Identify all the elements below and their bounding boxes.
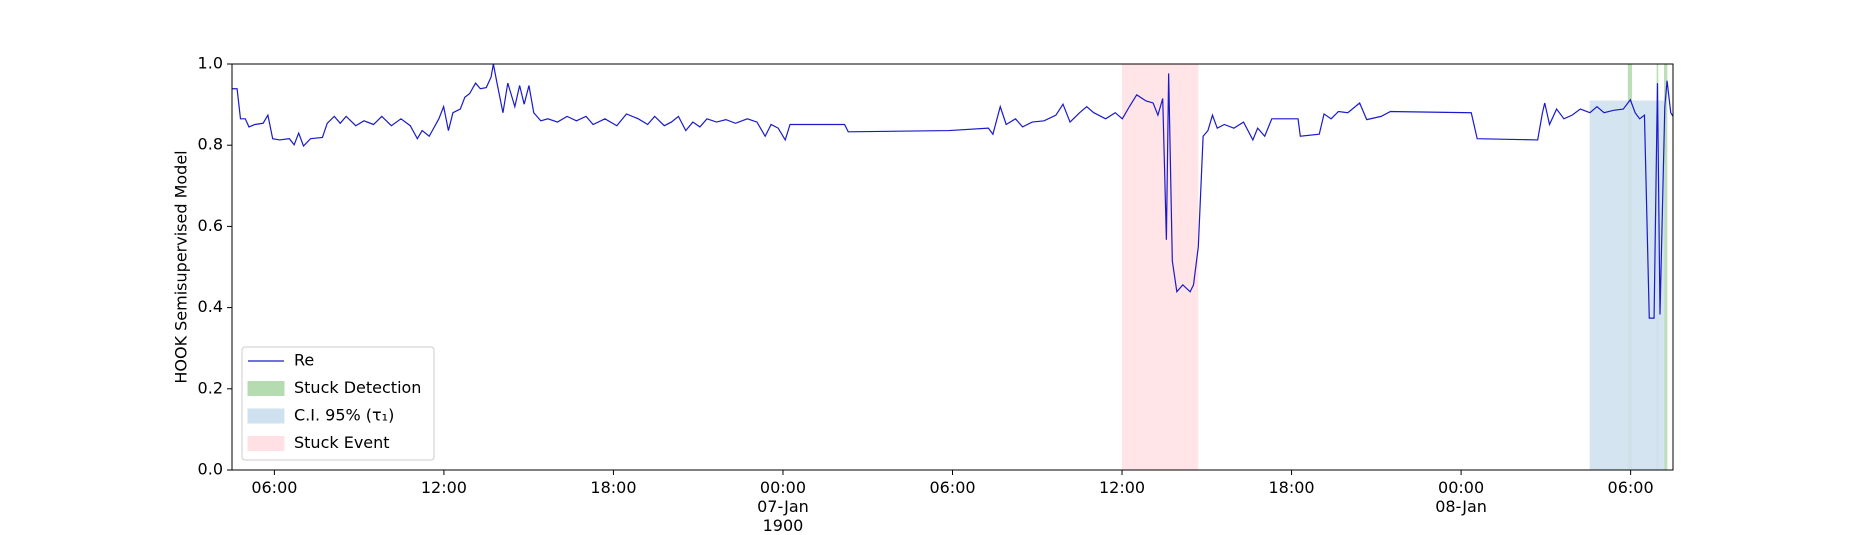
y-tick-label: 0.6 — [198, 216, 223, 235]
x-tick-label: 06:00 — [1607, 478, 1654, 497]
legend-patch — [247, 408, 285, 424]
y-tick-label: 0.8 — [198, 135, 223, 154]
legend-patch — [247, 381, 285, 396]
x-tick-label: 00:00 07-Jan 1900 — [757, 478, 809, 535]
x-tick-label: 18:00 — [590, 478, 637, 497]
x-tick-label: 06:00 — [929, 478, 976, 497]
legend-patch — [247, 436, 285, 451]
y-axis-label: HOOK Semisupervised Model — [172, 150, 191, 383]
x-tick-label: 18:00 — [1268, 478, 1315, 497]
y-tick-label: 1.0 — [198, 54, 223, 73]
x-tick-label: 12:00 — [420, 478, 467, 497]
legend: Re Stuck Detection C.I. 95% (τ₁) Stuck Even… — [241, 346, 435, 461]
region — [1122, 64, 1199, 470]
legend-label: Stuck Detection — [294, 378, 421, 397]
y-tick-label: 0.4 — [198, 297, 223, 316]
y-tick-label: 0.2 — [198, 378, 223, 397]
legend-label: Re — [294, 351, 314, 370]
region — [1663, 64, 1668, 470]
legend-box — [241, 346, 435, 461]
legend-label: Stuck Event — [294, 433, 390, 452]
x-tick-label: 12:00 — [1098, 478, 1146, 497]
x-tick-label: 00:00 08-Jan — [1435, 478, 1487, 516]
plot-frame — [231, 63, 1674, 471]
legend-label: C.I. 95% (τ₁) — [294, 406, 394, 425]
data-line — [232, 63, 1674, 319]
region — [1589, 100, 1665, 470]
x-tick-label: 06:00 — [251, 478, 298, 497]
y-tick-label: 0.0 — [198, 460, 223, 479]
